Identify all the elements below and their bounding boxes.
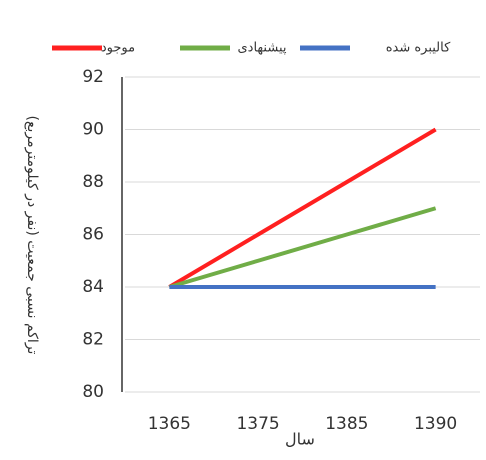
series-line [168,206,437,289]
x-tick-label: 1365 [148,414,191,434]
x-tick-label: 1375 [236,414,279,434]
y-tick-label: 86 [82,225,104,245]
legend-label: پیشنهادی [238,41,287,56]
x-tick-label: 1390 [414,414,457,434]
y-tick-label: 84 [82,277,104,297]
y-tick-label: 92 [82,67,104,87]
y-axis-title: تراکم نسبی جمعیت (نفر در کیلومترمربع) [24,116,40,355]
y-tick-label: 82 [82,330,104,350]
legend-label: کالیبره شده [386,41,451,56]
y-tick-label: 90 [82,120,104,140]
legend-label: موجود [101,41,135,56]
y-tick-label: 88 [82,172,104,192]
y-tick-label: 80 [82,382,104,402]
x-tick-label: 1385 [325,414,368,434]
x-axis-title: سال [285,430,315,449]
series-line [168,127,437,289]
